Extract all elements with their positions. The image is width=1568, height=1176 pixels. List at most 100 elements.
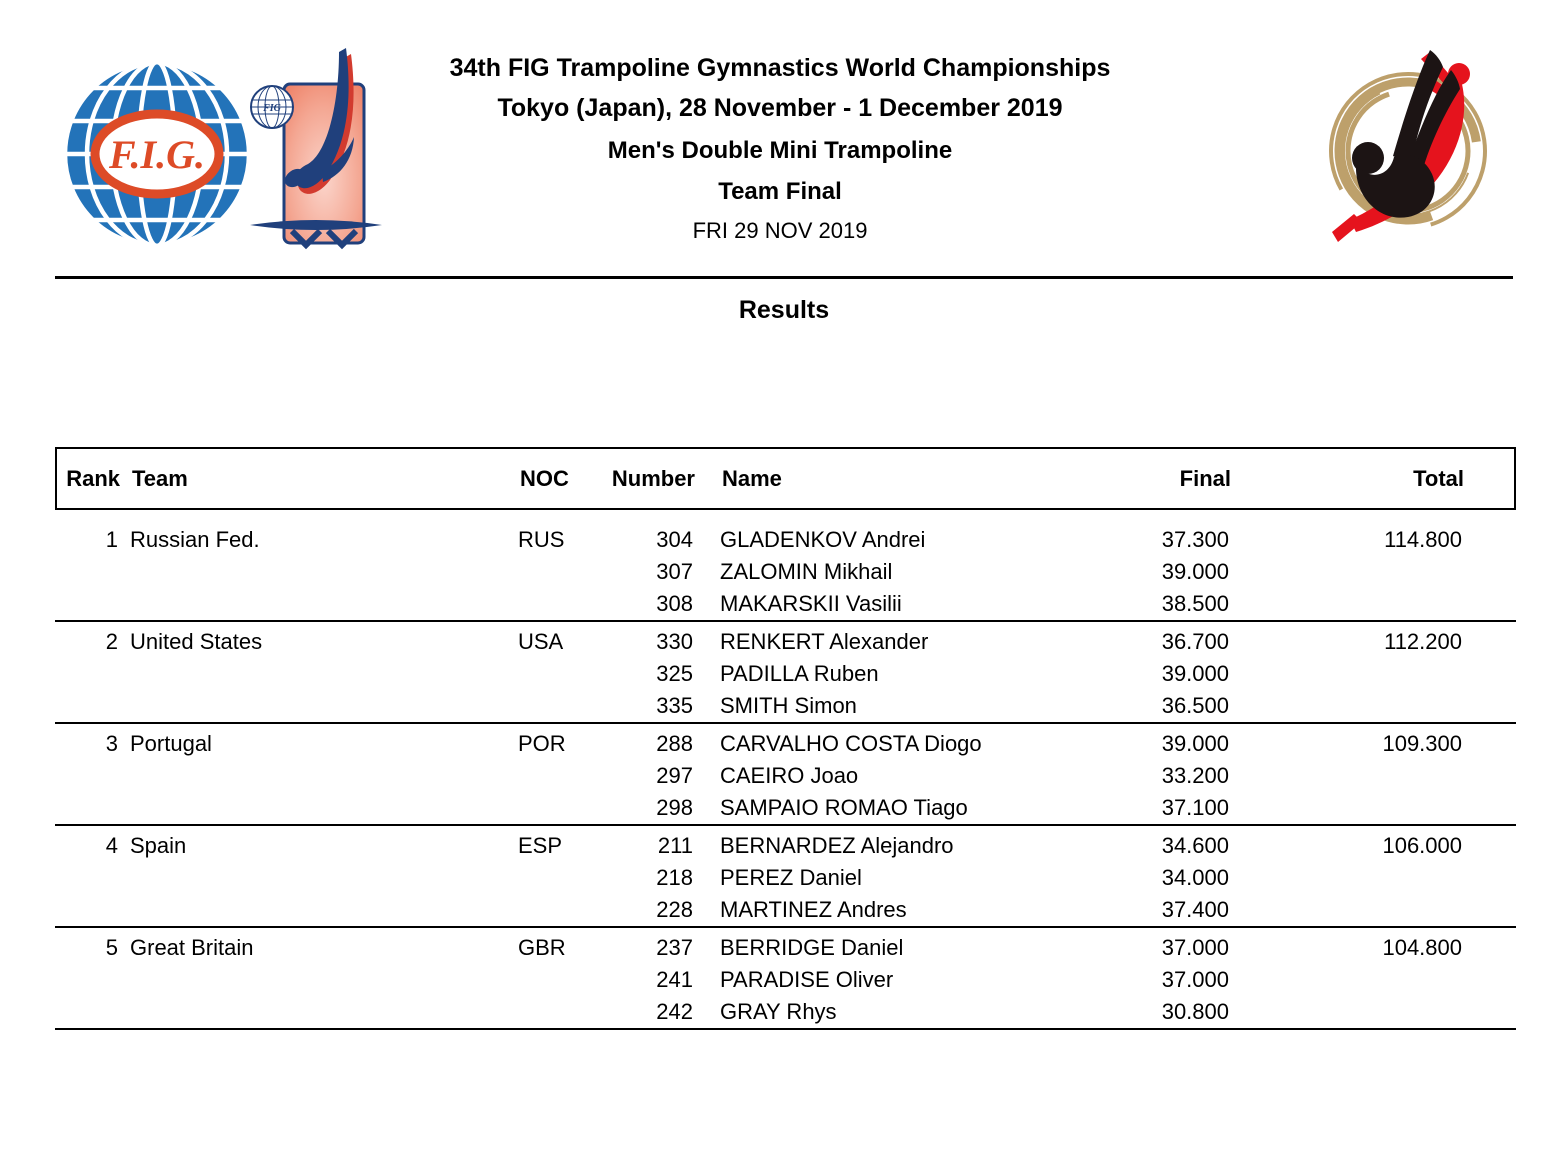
number-cell: 298 — [656, 795, 693, 820]
fig-globe-logo: F.I.G. — [62, 52, 252, 262]
number-cell: 308 — [656, 591, 693, 616]
fig-globe-icon: F.I.G. — [62, 59, 252, 249]
total-cell: 106.000 — [1382, 833, 1462, 858]
athlete-row: 242 GRAY Rhys 30.800 — [55, 996, 1516, 1028]
number-cell: 237 — [656, 935, 693, 960]
athlete-row: 1 Russian Fed. RUS 304 GLADENKOV Andrei 37.30… — [55, 524, 1516, 556]
name-cell: GRAY Rhys — [720, 999, 837, 1024]
athlete-row: 297 CAEIRO Joao 33.200 — [55, 760, 1516, 792]
team-cell: Russian Fed. — [130, 527, 260, 552]
phase-title: Team Final — [718, 178, 842, 205]
team-cell: United States — [130, 629, 263, 654]
tokyo-2019-worlds-logo — [1318, 36, 1503, 266]
total-cell: 112.200 — [1384, 629, 1462, 654]
number-cell: 242 — [656, 999, 693, 1024]
athlete-row: 308 MAKARSKII Vasilii 38.500 — [55, 588, 1516, 620]
total-cell: 109.300 — [1382, 731, 1462, 756]
page-title: Results — [738, 296, 830, 324]
number-cell: 330 — [656, 629, 693, 654]
column-header-rank: Rank — [66, 466, 120, 491]
name-cell: SAMPAIO ROMAO Tiago — [720, 795, 968, 820]
number-cell: 307 — [656, 559, 693, 584]
tokyo-2019-logo-icon — [1329, 50, 1487, 242]
team-block: 5 Great Britain GBR 237 BERRIDGE Daniel 37.00… — [55, 928, 1516, 1030]
column-header-name: Name — [722, 466, 782, 491]
name-cell: RENKERT Alexander — [720, 629, 929, 654]
header-divider — [55, 276, 1513, 279]
column-header-total: Total — [1413, 466, 1464, 491]
event-title: Men's Double Mini Trampoline — [607, 137, 953, 164]
athlete-row: 4 Spain ESP 211 BERNARDEZ Alejandro 34.600 106… — [55, 830, 1516, 862]
trampoline-gymnast-icon: FIG — [250, 48, 382, 250]
name-cell: BERRIDGE Daniel — [720, 935, 904, 960]
total-cell: 104.800 — [1382, 935, 1462, 960]
team-block: 2 United States USA 330 RENKERT Alexander 36.… — [55, 622, 1516, 724]
athlete-row: 241 PARADISE Oliver 37.000 — [55, 964, 1516, 996]
number-cell: 228 — [656, 897, 693, 922]
team-block: 3 Portugal POR 288 CARVALHO COSTA Diogo 39.00… — [55, 724, 1516, 826]
athlete-row: 298 SAMPAIO ROMAO Tiago 37.100 — [55, 792, 1516, 824]
name-cell: MARTINEZ Andres — [720, 897, 907, 922]
final-cell: 30.800 — [1161, 999, 1229, 1024]
team-block: 1 Russian Fed. RUS 304 GLADENKOV Andrei 37.30… — [55, 510, 1516, 622]
number-cell: 325 — [656, 661, 693, 686]
team-block: 4 Spain ESP 211 BERNARDEZ Alejandro 34.600 106… — [55, 826, 1516, 928]
number-cell: 211 — [657, 833, 693, 858]
athlete-row: 5 Great Britain GBR 237 BERRIDGE Daniel 37.00… — [55, 932, 1516, 964]
rank-cell: 4 — [105, 833, 118, 858]
final-cell: 37.100 — [1161, 795, 1229, 820]
athlete-row: 307 ZALOMIN Mikhail 39.000 — [55, 556, 1516, 588]
championship-title: 34th FIG Trampoline Gymnastics World Cha… — [449, 54, 1111, 82]
athlete-row: 335 SMITH Simon 36.500 — [55, 690, 1516, 722]
noc-cell: POR — [518, 731, 566, 756]
final-cell: 36.500 — [1161, 693, 1229, 718]
column-header-noc: NOC — [520, 466, 569, 491]
final-cell: 34.000 — [1161, 865, 1229, 890]
athlete-row: 218 PEREZ Daniel 34.000 — [55, 862, 1516, 894]
final-cell: 37.000 — [1161, 935, 1229, 960]
name-cell: PADILLA Ruben — [720, 661, 879, 686]
final-cell: 37.400 — [1161, 897, 1229, 922]
table-header: Rank Team NOC Number Name Final Total — [55, 447, 1516, 510]
team-cell: Spain — [130, 833, 187, 858]
name-cell: ZALOMIN Mikhail — [720, 559, 893, 584]
final-cell: 39.000 — [1161, 661, 1229, 686]
athlete-row: 325 PADILLA Ruben 39.000 — [55, 658, 1516, 690]
athlete-row: 3 Portugal POR 288 CARVALHO COSTA Diogo 39.00… — [55, 728, 1516, 760]
final-cell: 36.700 — [1161, 629, 1229, 654]
name-cell: SMITH Simon — [720, 693, 857, 718]
noc-cell: ESP — [518, 833, 563, 858]
name-cell: PEREZ Daniel — [720, 865, 862, 890]
location-dates: Tokyo (Japan), 28 November - 1 December … — [497, 94, 1063, 122]
fig-logo-text: F.I.G. — [108, 132, 205, 177]
team-cell: Great Britain — [130, 935, 254, 960]
rank-cell: 2 — [105, 629, 118, 654]
table-body: 1 Russian Fed. RUS 304 GLADENKOV Andrei 37.30… — [55, 510, 1516, 1030]
rank-cell: 5 — [105, 935, 118, 960]
name-cell: CARVALHO COSTA Diogo — [720, 731, 982, 756]
final-cell: 39.000 — [1161, 559, 1229, 584]
total-cell: 114.800 — [1384, 527, 1462, 552]
final-cell: 39.000 — [1161, 731, 1229, 756]
small-globe-text: FIG — [262, 103, 282, 114]
final-cell: 38.500 — [1161, 591, 1229, 616]
noc-cell: USA — [518, 629, 564, 654]
number-cell: 297 — [656, 763, 693, 788]
number-cell: 304 — [656, 527, 693, 552]
session-date: FRI 29 NOV 2019 — [692, 218, 868, 243]
team-cell: Portugal — [130, 731, 212, 756]
athlete-row: 228 MARTINEZ Andres 37.400 — [55, 894, 1516, 926]
noc-cell: GBR — [518, 935, 566, 960]
number-cell: 218 — [656, 865, 693, 890]
final-cell: 34.600 — [1161, 833, 1229, 858]
column-header-team: Team — [132, 466, 188, 491]
final-cell: 37.000 — [1161, 967, 1229, 992]
name-cell: BERNARDEZ Alejandro — [720, 833, 954, 858]
number-cell: 335 — [656, 693, 693, 718]
column-header-final: Final — [1179, 466, 1231, 491]
name-cell: GLADENKOV Andrei — [720, 527, 926, 552]
final-cell: 33.200 — [1161, 763, 1229, 788]
number-cell: 241 — [656, 967, 693, 992]
